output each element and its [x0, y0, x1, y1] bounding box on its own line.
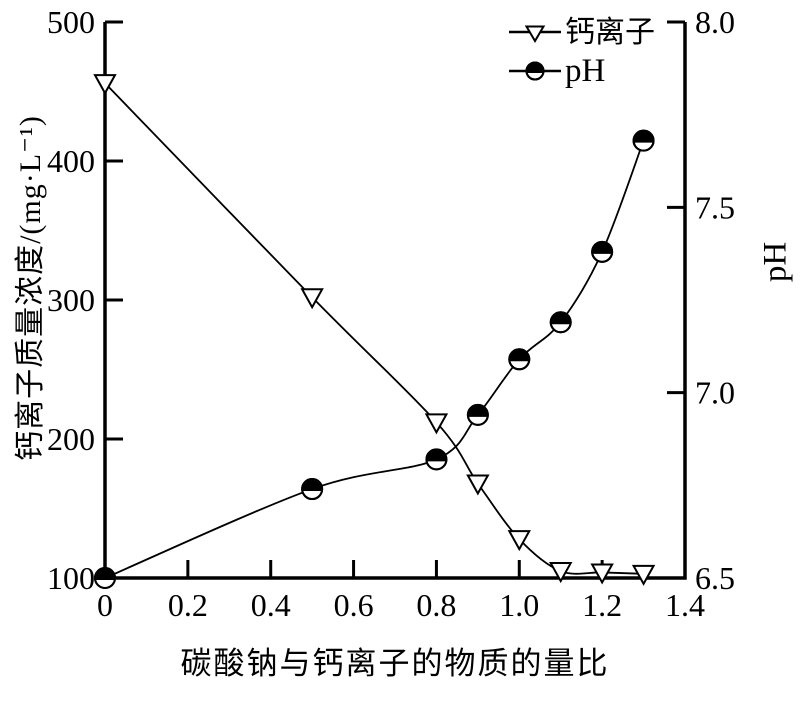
ph-data-marker	[425, 448, 448, 471]
x-tick-label: 1.2	[582, 587, 622, 623]
ph-data-marker	[302, 479, 323, 492]
y-left-tick-label: 400	[47, 143, 95, 179]
y-axis-title-left: 钙离子质量浓度/(mg·L⁻¹)	[14, 115, 47, 461]
ph-data-marker	[426, 449, 447, 462]
x-tick-label: 0.2	[168, 587, 208, 623]
y-left-tick-label: 200	[47, 421, 95, 457]
calcium-data-marker	[590, 563, 614, 585]
calcium-data-marker	[466, 474, 490, 496]
x-tick-label: 1.0	[499, 587, 539, 623]
calcium-data-marker	[424, 413, 449, 435]
ph-data-marker	[633, 130, 654, 143]
legend-label-calcium: 钙离子	[565, 16, 655, 49]
ph-data-marker	[466, 403, 489, 426]
calcium-series-line	[104, 82, 644, 575]
calcium-data-marker	[631, 564, 656, 586]
x-tick-label: 0.8	[416, 587, 456, 623]
y-right-tick-label: 7.0	[695, 375, 735, 411]
ph-data-marker	[550, 312, 571, 325]
ph-data-marker	[549, 311, 572, 334]
ph-data-marker	[94, 567, 116, 589]
ph-data-marker	[95, 568, 115, 580]
ph-data-marker	[591, 240, 614, 263]
half-filled-circle-marker-icon	[509, 61, 561, 81]
x-tick-label: 0	[97, 587, 113, 623]
y-axis-title-right: pH	[757, 241, 794, 283]
y-right-tick-label: 7.5	[695, 189, 735, 225]
calcium-data-marker	[93, 74, 117, 96]
legend-entry-ph: pH	[508, 52, 655, 90]
calcium-data-marker	[507, 530, 531, 552]
ph-data-marker	[632, 129, 655, 152]
triangle-down-marker-icon	[509, 25, 561, 43]
legend-entry-calcium: 钙离子	[508, 14, 655, 52]
ph-data-marker	[509, 349, 530, 362]
y-left-tick-label: 300	[47, 282, 95, 318]
legend: 钙离子 pH	[508, 14, 655, 90]
ph-data-marker	[508, 348, 531, 371]
axes-frame	[103, 22, 687, 580]
calcium-data-marker	[549, 562, 573, 584]
ph-data-marker	[467, 404, 488, 417]
x-tick-label: 0.4	[251, 587, 291, 623]
x-tick-label: 0.6	[334, 587, 374, 623]
y-right-tick-label: 6.5	[695, 560, 735, 596]
y-left-tick-label: 100	[47, 560, 95, 596]
ph-data-marker	[592, 241, 613, 254]
x-axis-title: 碳酸钠与钙离子的物质的量比	[180, 646, 610, 681]
y-left-tick-label: 500	[47, 4, 95, 40]
y-right-tick-label: 8.0	[695, 4, 735, 40]
calcium-data-marker	[300, 288, 324, 310]
ph-data-marker	[301, 478, 324, 501]
legend-label-ph: pH	[565, 52, 606, 89]
x-tick-label: 1.4	[665, 587, 705, 623]
